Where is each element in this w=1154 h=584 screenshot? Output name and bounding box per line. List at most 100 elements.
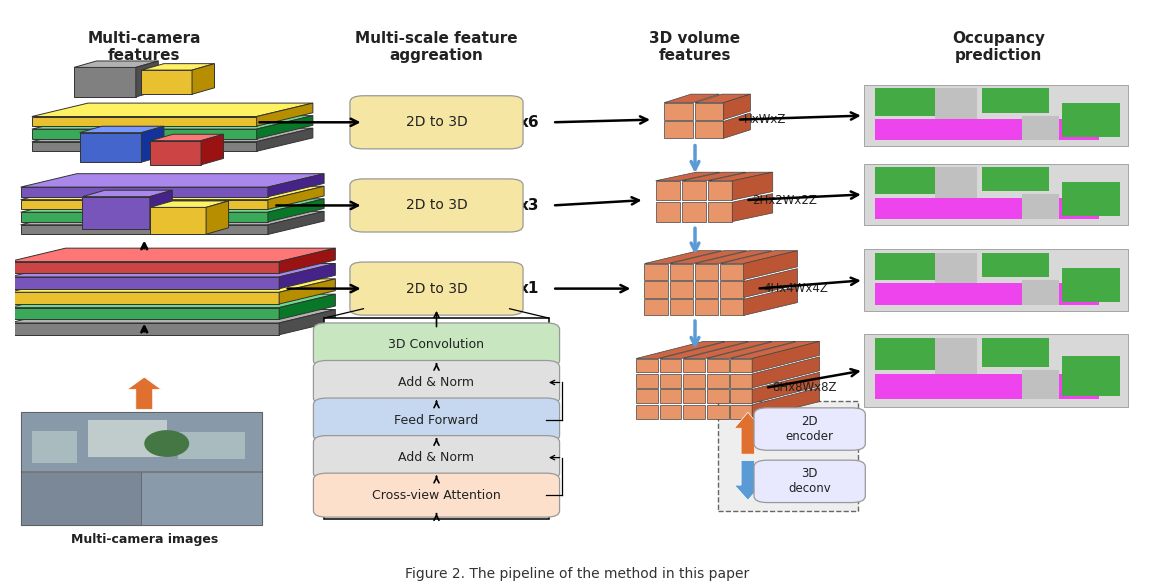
Bar — [730, 374, 752, 388]
Polygon shape — [9, 248, 336, 262]
Polygon shape — [720, 251, 797, 263]
Text: 2D to 3D: 2D to 3D — [405, 199, 467, 213]
Polygon shape — [21, 199, 324, 212]
Polygon shape — [268, 211, 324, 234]
FancyBboxPatch shape — [314, 398, 560, 442]
Text: HxWxZ: HxWxZ — [744, 113, 786, 126]
Polygon shape — [752, 342, 819, 373]
Bar — [1062, 356, 1119, 396]
Polygon shape — [279, 294, 336, 319]
Text: 3D volume
features: 3D volume features — [650, 31, 741, 64]
Bar — [695, 103, 724, 120]
Bar — [9, 308, 279, 319]
Bar — [664, 103, 692, 120]
Bar — [863, 334, 1127, 406]
Polygon shape — [32, 128, 313, 141]
Text: x1: x1 — [518, 281, 539, 296]
Text: Add & Norm: Add & Norm — [398, 451, 474, 464]
FancyArrow shape — [127, 377, 162, 409]
Polygon shape — [21, 211, 324, 225]
Bar — [660, 390, 681, 404]
Bar — [32, 141, 256, 151]
Bar — [142, 472, 262, 524]
Bar — [21, 200, 268, 209]
Polygon shape — [256, 128, 313, 151]
Bar — [682, 202, 706, 221]
Bar — [935, 88, 977, 119]
Polygon shape — [682, 172, 747, 181]
Bar — [730, 359, 752, 373]
FancyArrow shape — [734, 412, 762, 454]
Bar — [324, 318, 549, 519]
Bar — [636, 374, 658, 388]
Bar — [664, 121, 692, 138]
Bar — [720, 300, 743, 315]
Polygon shape — [706, 342, 796, 359]
Text: Occupancy
prediction: Occupancy prediction — [952, 31, 1046, 64]
Bar — [1062, 268, 1119, 302]
Polygon shape — [142, 126, 164, 162]
Polygon shape — [192, 64, 215, 94]
Polygon shape — [709, 172, 773, 181]
Polygon shape — [150, 201, 228, 207]
Polygon shape — [636, 342, 725, 359]
Bar — [935, 166, 977, 197]
Text: 3D
deconv: 3D deconv — [788, 467, 831, 495]
Bar — [863, 164, 1127, 225]
Bar — [706, 405, 728, 419]
Text: Multi-camera images: Multi-camera images — [70, 533, 218, 545]
Polygon shape — [80, 126, 164, 133]
Polygon shape — [752, 357, 819, 388]
Bar — [875, 283, 1100, 305]
FancyBboxPatch shape — [350, 179, 523, 232]
Bar — [695, 263, 718, 280]
Bar — [21, 412, 262, 524]
FancyBboxPatch shape — [754, 408, 866, 450]
Bar — [982, 252, 1049, 277]
Bar — [863, 249, 1127, 311]
Bar — [9, 262, 279, 273]
Bar — [683, 405, 705, 419]
Bar — [982, 88, 1049, 113]
Polygon shape — [724, 94, 750, 120]
Polygon shape — [669, 251, 747, 263]
Ellipse shape — [144, 430, 189, 457]
Polygon shape — [136, 61, 158, 97]
Text: 3D Convolution: 3D Convolution — [389, 339, 485, 352]
Polygon shape — [279, 310, 336, 335]
Text: x6: x6 — [518, 115, 539, 130]
Polygon shape — [256, 103, 313, 126]
Bar — [935, 252, 977, 283]
Bar — [720, 281, 743, 297]
Bar — [1022, 116, 1059, 140]
Polygon shape — [82, 190, 172, 197]
Bar — [1062, 182, 1119, 216]
Bar — [644, 281, 668, 297]
Bar — [709, 202, 733, 221]
Bar — [660, 359, 681, 373]
Polygon shape — [664, 94, 720, 103]
Bar — [982, 338, 1049, 367]
Text: 2D to 3D: 2D to 3D — [405, 115, 467, 129]
Bar — [682, 181, 706, 200]
Bar — [706, 359, 728, 373]
Bar — [178, 433, 246, 459]
Polygon shape — [74, 61, 158, 67]
Bar — [636, 405, 658, 419]
FancyBboxPatch shape — [314, 323, 560, 367]
Bar — [636, 390, 658, 404]
Polygon shape — [32, 116, 313, 129]
Bar — [644, 300, 668, 315]
Bar — [875, 119, 1100, 140]
Bar — [706, 374, 728, 388]
Text: Feed Forward: Feed Forward — [395, 413, 479, 426]
FancyArrow shape — [734, 460, 762, 500]
Bar — [706, 390, 728, 404]
Bar — [1022, 280, 1059, 305]
Bar — [683, 359, 705, 373]
Polygon shape — [644, 251, 721, 263]
Bar — [21, 225, 268, 234]
Bar — [730, 405, 752, 419]
Bar — [88, 419, 166, 457]
FancyBboxPatch shape — [718, 401, 859, 511]
